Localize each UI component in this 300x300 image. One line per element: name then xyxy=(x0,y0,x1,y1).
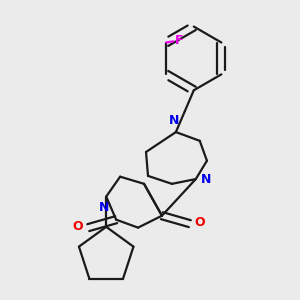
Text: N: N xyxy=(169,114,179,127)
Text: N: N xyxy=(201,172,211,186)
Text: O: O xyxy=(195,216,205,229)
Text: F: F xyxy=(175,34,184,47)
Text: O: O xyxy=(72,220,83,232)
Text: N: N xyxy=(99,201,110,214)
